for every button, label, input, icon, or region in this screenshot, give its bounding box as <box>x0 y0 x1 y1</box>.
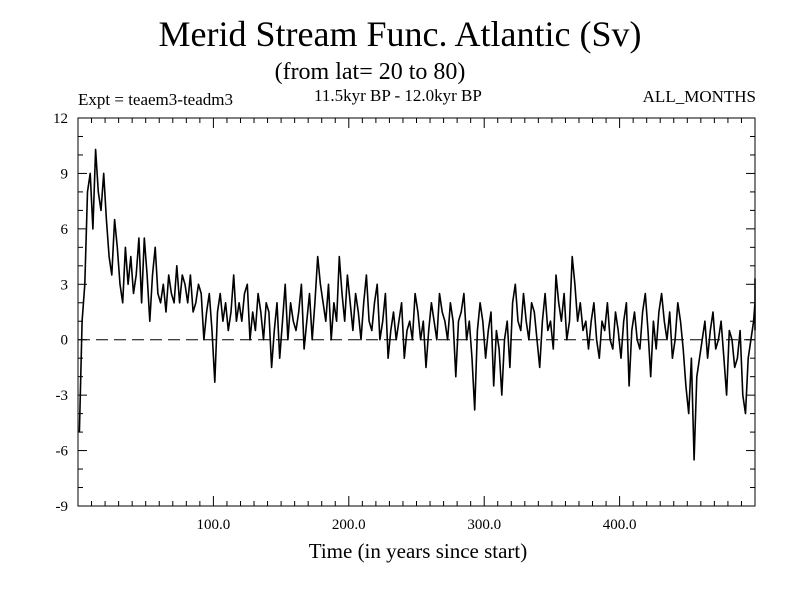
axis-tick-labels: 100.0 200.0 300.0 400.0 -9 -6 -3 0 3 6 9 12 <box>53 111 636 533</box>
x-tick-label: 200.0 <box>332 517 366 533</box>
y-tick-label: 0 <box>61 333 69 349</box>
x-axis-label: Time (in years since start) <box>309 539 528 563</box>
y-tick-label: 12 <box>53 111 68 127</box>
x-tick-label: 100.0 <box>197 517 231 533</box>
y-tick-label: -9 <box>56 499 69 515</box>
y-tick-label: -3 <box>56 388 69 404</box>
plot-border <box>77 117 756 507</box>
series-group <box>78 148 756 461</box>
x-tick-label: 400.0 <box>603 517 637 533</box>
y-tick-label: -6 <box>56 444 69 460</box>
experiment-label: Expt = teaem3-teadm3 <box>78 90 233 109</box>
period-label: 11.5kyr BP - 12.0kyr BP <box>314 86 482 105</box>
y-tick-label: 6 <box>61 222 69 238</box>
series-line-0 <box>78 148 756 461</box>
y-tick-label: 9 <box>61 166 69 182</box>
axis-ticks <box>78 118 755 506</box>
months-label: ALL_MONTHS <box>642 87 756 106</box>
chart-title: Merid Stream Func. Atlantic (Sv) <box>158 14 642 54</box>
x-tick-label: 300.0 <box>467 517 501 533</box>
y-tick-label: 3 <box>61 277 69 293</box>
chart-subtitle: (from lat= 20 to 80) <box>274 59 466 85</box>
plot-frame <box>77 117 756 507</box>
